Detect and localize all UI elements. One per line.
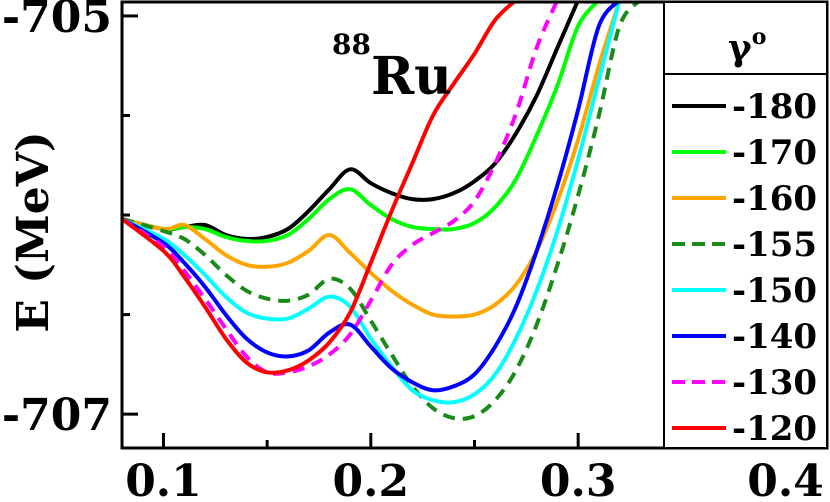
series-line-6 [122, 2, 559, 376]
series-line-2 [122, 2, 622, 319]
axis-ticks [122, 14, 788, 448]
series-line-5 [122, 2, 621, 393]
y-tick-label: -705 [2, 0, 112, 43]
series-line-7 [122, 2, 517, 375]
series-line-0 [122, 2, 580, 241]
legend-title-symbol: γ [728, 27, 752, 69]
legend-title-superscript: o [752, 24, 767, 50]
legend-label: -170 [732, 133, 817, 173]
nucleus-element: Ru [371, 46, 452, 107]
legend-label: -160 [732, 179, 817, 219]
series-line-3 [122, 2, 642, 421]
legend-label: -150 [732, 271, 817, 311]
legend-label: -155 [732, 225, 817, 265]
nucleus-mass-number: 88 [332, 28, 371, 61]
series-line-1 [122, 2, 600, 244]
x-tick-label: 0.2 [333, 456, 410, 502]
x-tick-label: 0.3 [540, 456, 617, 502]
legend-box [663, 1, 828, 449]
legend-label: -130 [732, 363, 817, 403]
legend-label: -120 [732, 409, 817, 449]
legend-label: -180 [732, 87, 817, 127]
x-tick-label: 0.1 [125, 456, 202, 502]
y-axis-label: E (MeV) [8, 131, 59, 332]
legend-title: γo [728, 24, 766, 69]
x-tick-label: 0.4 [747, 456, 824, 502]
legend-label: -140 [732, 317, 817, 357]
legend: γo -180 -170 -160 -155 -150 -140 -130 -120 [663, 1, 828, 449]
y-tick-label: -707 [2, 390, 112, 441]
series-lines [122, 2, 642, 421]
nucleus-label: 88Ru [332, 28, 452, 107]
legend-entries: -180 -170 -160 -155 -150 -140 -130 -120 [672, 87, 817, 449]
series-line-4 [122, 2, 622, 405]
